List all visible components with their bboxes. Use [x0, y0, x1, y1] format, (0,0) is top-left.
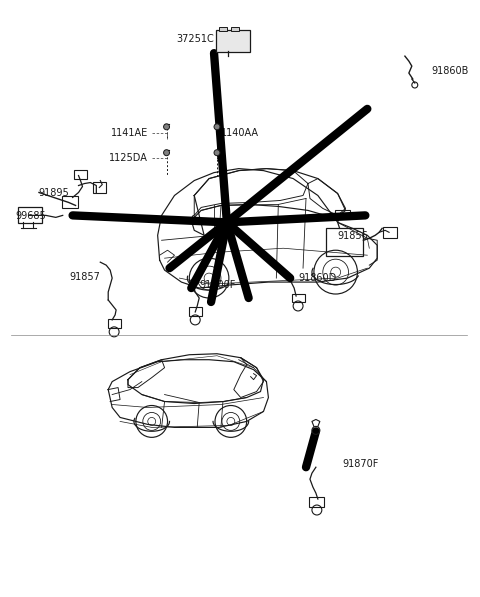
Text: 91895: 91895	[38, 189, 69, 198]
Circle shape	[214, 124, 220, 130]
Circle shape	[164, 124, 169, 130]
Text: 37251C: 37251C	[176, 34, 214, 44]
Text: 91856: 91856	[337, 231, 369, 241]
Text: 1141AE: 1141AE	[110, 128, 148, 138]
Text: 91860B: 91860B	[432, 66, 469, 76]
Text: 1125DA: 1125DA	[109, 153, 148, 162]
Circle shape	[164, 150, 169, 156]
Circle shape	[214, 150, 220, 156]
Text: 91857: 91857	[70, 272, 100, 282]
Text: 91200F: 91200F	[199, 280, 236, 290]
Text: 91860D: 91860D	[298, 273, 336, 283]
Text: 1140AA: 1140AA	[221, 128, 259, 138]
Text: 99685: 99685	[15, 211, 46, 221]
Bar	[231, 27, 239, 31]
Bar	[326, 228, 363, 256]
Text: 91870F: 91870F	[343, 459, 379, 469]
Bar	[219, 27, 227, 31]
FancyBboxPatch shape	[216, 30, 250, 52]
